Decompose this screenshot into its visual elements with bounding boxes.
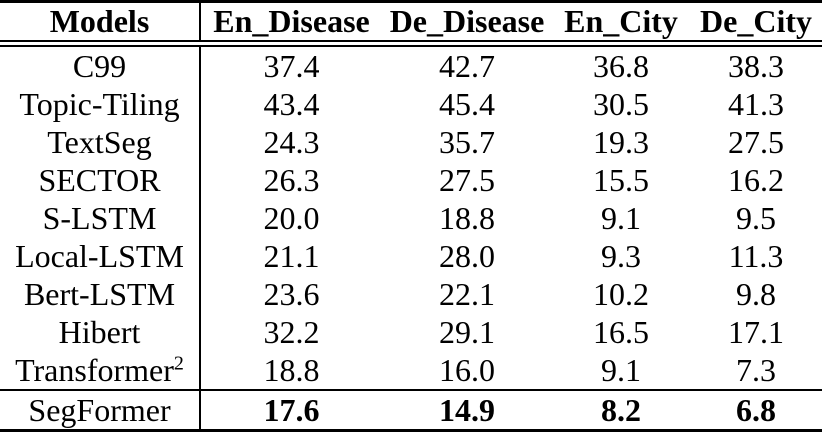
metric-value-cell: 32.2 [263,313,320,350]
metric-value-cell: 19.3 [593,123,649,160]
metric-value-cell: 7.3 [736,351,776,388]
model-name-cell: Bert-LSTM [0,275,201,313]
metric-value-cell: 17.6 [200,389,382,431]
metric-value-cell: 28.0 [439,237,495,274]
metric-value-cell: 41.3 [728,85,784,122]
table-row: Topic-Tiling 43.4 45.4 30.5 41.3 [0,85,822,123]
table-row: SegFormer 17.6 14.9 8.2 6.8 [0,389,822,431]
metric-value-cell: 36.8 [593,47,649,84]
model-name-cell: Topic-Tiling [0,85,201,123]
metric-value-cell: 8.2 [552,389,690,431]
metric-value-cell: 16.5 [593,313,649,350]
metric-value-cell: 9.5 [736,199,776,236]
header-cell-models: Models [0,1,201,47]
model-name-cell: S-LSTM [0,199,201,237]
metric-value-cell: 9.3 [601,237,641,274]
table-row: S-LSTM 20.0 18.8 9.1 9.5 [0,199,822,237]
table-row: Transformer2 18.8 16.0 9.1 7.3 [0,351,822,390]
table-row: Local-LSTM 21.1 28.0 9.3 11.3 [0,237,822,275]
metric-value-cell: 35.7 [439,123,495,160]
metric-value-cell: 20.0 [263,199,320,236]
metric-value-cell: 10.2 [593,275,649,312]
model-name-cell: Hibert [0,313,201,351]
metric-value-cell: 11.3 [728,237,784,274]
metric-value-cell: 9.1 [601,199,641,236]
model-name-cell: C99 [0,43,201,85]
header-cell-de-city: De_City [690,1,822,47]
metric-value-cell: 24.3 [263,123,320,160]
metric-value-cell: 21.1 [263,237,320,274]
metric-value-cell: 38.3 [728,47,784,84]
metric-value-cell: 9.1 [601,351,641,388]
metric-value-cell: 27.5 [728,123,784,160]
metric-value-cell: 30.5 [593,85,649,122]
table-row: SECTOR 26.3 27.5 15.5 16.2 [0,161,822,199]
metric-value-cell: 23.6 [263,275,320,312]
metric-value-cell: 27.5 [439,161,495,198]
metric-value-cell: 16.0 [439,351,495,388]
metric-value-cell: 15.5 [593,161,649,198]
metric-value-cell: 14.9 [382,389,552,431]
header-cell-en-disease: En_Disease [200,1,382,47]
model-superscript: 2 [173,351,184,374]
table-header-row: Models En_Disease De_Disease En_City De_… [0,1,822,47]
metric-value-cell: 18.8 [263,351,320,388]
metric-value-cell: 29.1 [439,313,495,350]
model-name-cell: SECTOR [0,161,201,199]
table-row: TextSeg 24.3 35.7 19.3 27.5 [0,123,822,161]
metric-value-cell: 22.1 [439,275,495,312]
metric-value-cell: 6.8 [690,389,822,431]
table-row: Hibert 32.2 29.1 16.5 17.1 [0,313,822,351]
metric-value-cell: 43.4 [263,85,320,122]
table-body: C99 37.4 42.7 36.8 38.3 Topic-Tiling 43.4 45.4 3… [0,43,822,431]
model-name-cell: SegFormer [0,389,201,431]
metric-value-cell: 45.4 [439,85,495,122]
metric-value-cell: 17.1 [728,313,784,350]
metric-value-cell: 37.4 [263,47,320,84]
model-name-cell: TextSeg [0,123,201,161]
metric-value-cell: 18.8 [439,199,495,236]
metric-value-cell: 42.7 [439,47,495,84]
model-name-cell: Transformer2 [0,351,201,390]
metric-value-cell: 9.8 [736,275,776,312]
metric-value-cell: 16.2 [728,161,784,198]
table-row: Bert-LSTM 23.6 22.1 10.2 9.8 [0,275,822,313]
header-cell-de-disease: De_Disease [382,1,552,47]
metric-value-cell: 26.3 [263,161,320,198]
header-cell-en-city: En_City [552,1,690,47]
model-name-cell: Local-LSTM [0,237,201,275]
table-row: C99 37.4 42.7 36.8 38.3 [0,43,822,85]
